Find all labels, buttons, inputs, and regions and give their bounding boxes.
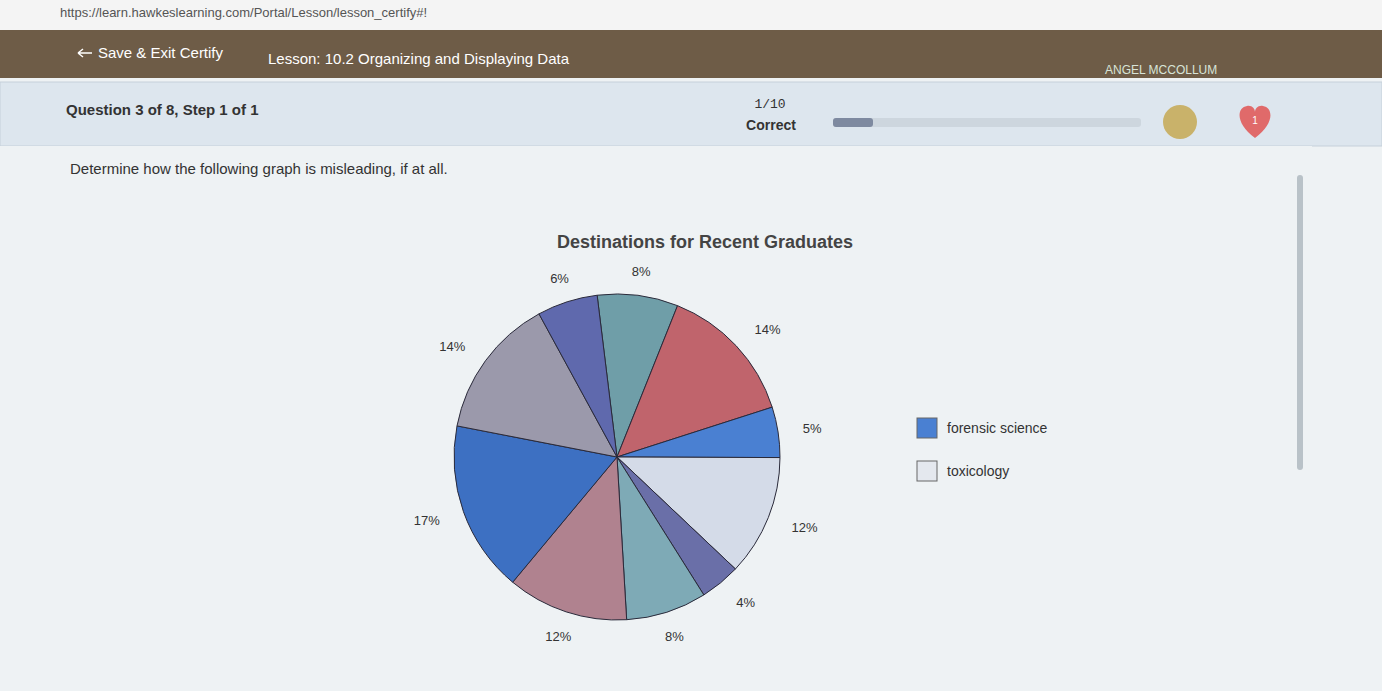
progress-track <box>833 118 1141 127</box>
header-bar <box>0 30 1382 78</box>
slice <box>617 457 704 620</box>
slice <box>617 407 780 457</box>
pie-chart: Destinations for Recent Graduates 8% 14% 5%… <box>414 232 1048 644</box>
data-label: 12% <box>792 520 818 535</box>
data-label: 6% <box>550 271 569 286</box>
coin <box>1163 105 1197 139</box>
lesson-title: Lesson: 10.2 Organizing and Displaying D… <box>268 50 570 67</box>
data-label: 4% <box>736 595 755 610</box>
legend-entry: forensic science <box>947 420 1048 436</box>
back-arrow <box>78 49 92 57</box>
scrollbar <box>1297 175 1303 470</box>
user-name: ANGEL MCCOLLUM <box>1105 63 1217 77</box>
legend-swatch <box>917 418 937 438</box>
page: https://learn.hawkeslearning.com/Portal/… <box>0 0 1382 691</box>
heart <box>1240 106 1271 138</box>
data-label: 14% <box>754 322 780 337</box>
data-label: 8% <box>665 629 684 644</box>
prompt: Determine how the following graph is mis… <box>70 160 448 177</box>
question-number: Question 3 of 8, Step 1 of 1 <box>66 101 259 118</box>
data-label: 14% <box>439 339 465 354</box>
score: 1/10 <box>754 97 785 112</box>
result: Correct <box>746 117 796 133</box>
chart-title: Destinations for Recent Graduates <box>557 232 853 252</box>
legend-entry: toxicology <box>947 463 1009 479</box>
data-label: 12% <box>545 629 571 644</box>
browser-bar <box>0 0 1382 30</box>
save-exit[interactable]: Save & Exit Certify <box>98 44 224 61</box>
data-label: 17% <box>414 513 440 528</box>
status-bar <box>0 82 1382 146</box>
background <box>0 0 1382 691</box>
data-label: 8% <box>632 264 651 279</box>
url: https://learn.hawkeslearning.com/Portal/… <box>60 5 427 20</box>
slice <box>539 295 617 457</box>
progress-fill <box>833 118 873 127</box>
lives: 1 <box>1252 115 1258 126</box>
content <box>0 146 1312 691</box>
data-label: 5% <box>803 421 822 436</box>
legend-swatch <box>917 461 937 481</box>
